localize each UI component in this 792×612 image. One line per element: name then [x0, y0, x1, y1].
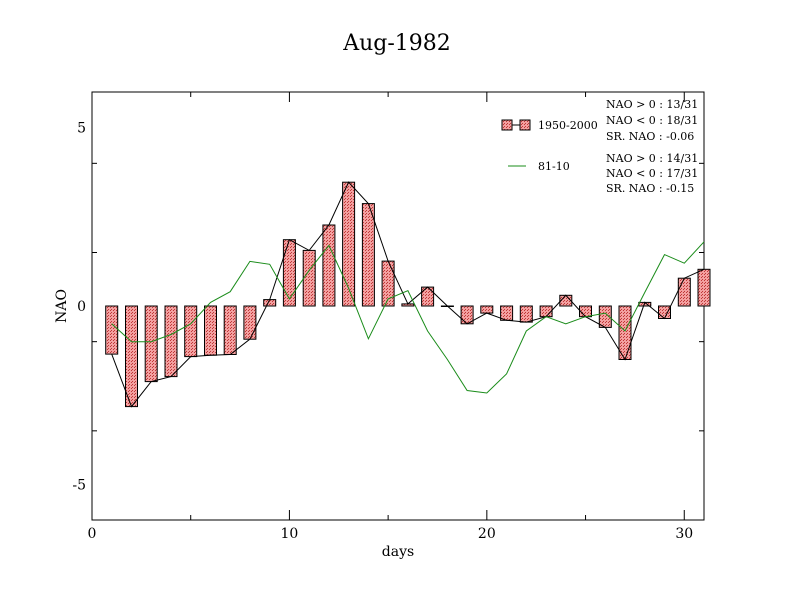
chart-title: Aug-1982: [342, 31, 451, 56]
bar-series-1950-2000: [105, 181, 711, 408]
legend-label-81-10: 81-10: [538, 160, 570, 173]
bar-day-1: [105, 305, 119, 355]
bar-day-6: [204, 305, 217, 356]
legend-bar-swatch-right: [519, 119, 531, 131]
bar-connector-polyline: [111, 181, 705, 408]
bar-day-4: [164, 305, 178, 378]
stats-81-10-sr: SR. NAO : -0.15: [606, 182, 694, 195]
bar-day-7: [223, 305, 237, 355]
stats-1950-2000-negative: NAO < 0 : 18/31: [606, 114, 698, 127]
y-tick-label--5: -5: [72, 477, 86, 493]
bar-day-21: [500, 305, 514, 321]
stats-1950-2000-sr: SR. NAO : -0.06: [606, 130, 694, 143]
bar-day-12: [322, 224, 336, 307]
bar-day-20: [480, 305, 494, 314]
stats-81-10-negative: NAO < 0 : 17/31: [606, 167, 698, 180]
bar-day-11: [302, 249, 316, 307]
bar-day-2: [125, 305, 138, 408]
legend-label-1950-2000: 1950-2000: [538, 119, 598, 132]
bar-day-25: [579, 305, 592, 318]
x-tick-label-20: 20: [478, 526, 496, 542]
bar-day-24: [559, 294, 573, 307]
bar-day-23: [539, 305, 553, 318]
bar-day-17: [421, 286, 435, 307]
x-axis-label: days: [382, 544, 414, 560]
bar-day-14: [361, 203, 375, 307]
stats-81-10-positive: NAO > 0 : 14/31: [606, 152, 698, 165]
legend: 1950-2000 81-10 NAO > 0 : 13/31 NAO < 0 …: [501, 98, 698, 195]
y-axis-label: NAO: [54, 289, 70, 323]
bar-day-8: [243, 305, 257, 340]
line-81-10-polyline: [111, 241, 705, 394]
bar-day-29: [658, 305, 671, 319]
bar-day-30: [677, 277, 691, 307]
bar-day-27: [618, 305, 632, 360]
legend-bar-swatch-left: [501, 119, 513, 131]
bar-day-3: [144, 305, 158, 383]
bar-day-10: [282, 239, 296, 307]
line-series-81-10: [111, 241, 705, 394]
x-tick-label-10: 10: [281, 526, 299, 542]
y-tick-label-5: 5: [77, 121, 86, 137]
bar-day-22: [519, 305, 533, 323]
x-tick-label-30: 30: [675, 526, 693, 542]
y-tick-label-0: 0: [77, 299, 86, 315]
x-tick-label-0: 0: [88, 526, 97, 542]
bar-series-connector-line: [111, 181, 705, 408]
stats-1950-2000-positive: NAO > 0 : 13/31: [606, 98, 698, 111]
bar-day-5: [184, 305, 198, 358]
bar-day-31: [697, 268, 711, 307]
axis-ticks: 0 10 20 30 -5 0 5: [72, 92, 704, 542]
